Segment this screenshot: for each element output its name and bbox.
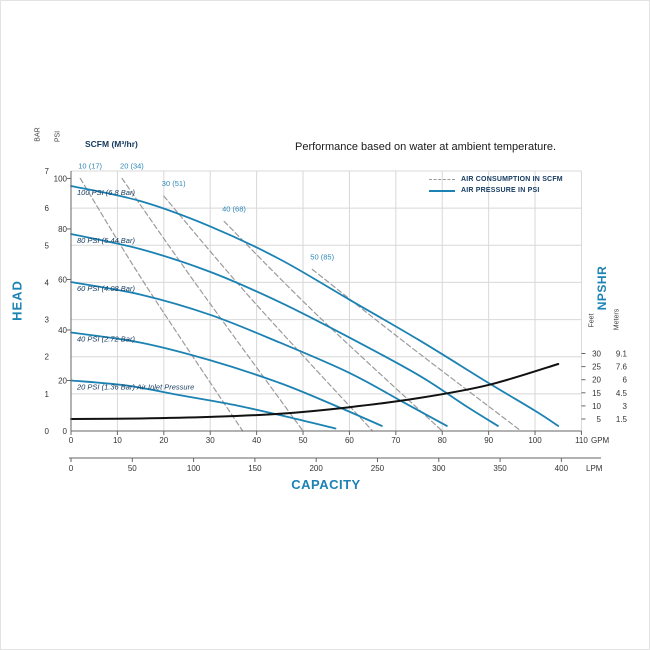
lpm-tick-label: 0 (69, 464, 74, 473)
feet-tick-label: 25 (592, 363, 601, 372)
consumption-curve (311, 268, 522, 432)
feet-tick-label: 20 (592, 376, 601, 385)
gpm-tick-label: 20 (159, 436, 168, 445)
consumption-curve (121, 177, 304, 432)
consumption-curve-label: 10 (17) (78, 161, 102, 170)
psi-tick-label: 80 (58, 225, 67, 234)
lpm-unit-label: LPM (586, 464, 603, 473)
bar-tick-label: 4 (45, 278, 50, 287)
gpm-tick-label: 70 (391, 436, 400, 445)
feet-axis-label: Feet (588, 313, 596, 328)
feet-tick-label: 15 (592, 389, 601, 398)
meters-tick-label: 7.6 (616, 363, 628, 372)
consumption-curve-label: 30 (51) (162, 179, 186, 188)
gpm-tick-label: 100 (528, 436, 542, 445)
bar-tick-label: 5 (45, 241, 50, 250)
psi-tick-label: 40 (58, 326, 67, 335)
legend-row-air-consumption: AIR CONSUMPTION IN SCFM (429, 176, 563, 183)
bar-tick-label: 2 (45, 353, 50, 362)
pressure-curve (70, 379, 337, 430)
lpm-tick-label: 400 (555, 464, 569, 473)
gpm-unit-label: GPM (591, 436, 610, 445)
psi-tick-label: 0 (63, 427, 68, 436)
legend-air-consumption-label: AIR CONSUMPTION IN SCFM (461, 176, 563, 183)
consumption-curve (223, 220, 443, 432)
bar-tick-label: 3 (45, 316, 50, 325)
gpm-tick-label: 40 (252, 436, 261, 445)
lpm-tick-label: 250 (371, 464, 385, 473)
consumption-curve (163, 195, 374, 432)
gpm-tick-label: 50 (299, 436, 308, 445)
pressure-curve-label: 80 PSI (5.44 Bar) (77, 236, 135, 245)
gpm-tick-label: 90 (484, 436, 493, 445)
bar-tick-label: 0 (45, 427, 50, 436)
gpm-tick-label: 30 (206, 436, 215, 445)
feet-tick-label: 10 (592, 402, 601, 411)
gpm-tick-label: 110 (575, 436, 588, 445)
psi-tick-label: 100 (54, 174, 68, 183)
meters-tick-label: 9.1 (616, 350, 628, 359)
consumption-curve (79, 177, 244, 432)
psi-tick-label: 20 (58, 376, 67, 385)
pressure-curve (70, 185, 560, 427)
gpm-tick-label: 0 (69, 436, 74, 445)
npshr-axis-title: NPSHR (595, 265, 609, 311)
gpm-tick-label: 60 (345, 436, 354, 445)
meters-axis-label: Meters (613, 308, 621, 331)
bar-tick-label: 6 (45, 204, 50, 213)
head-axis-title: HEAD (9, 280, 25, 321)
pressure-curve (70, 331, 383, 427)
meters-tick-label: 3 (623, 402, 628, 411)
gpm-tick-label: 80 (438, 436, 447, 445)
legend: AIR CONSUMPTION IN SCFM AIR PRESSURE IN … (429, 176, 563, 198)
lpm-tick-label: 350 (493, 464, 507, 473)
chart-title: Performance based on water at ambient te… (295, 141, 557, 153)
legend-row-air-pressure: AIR PRESSURE IN PSI (429, 187, 563, 194)
lpm-tick-label: 200 (309, 464, 323, 473)
pressure-curve (70, 233, 499, 427)
bar-tick-label: 7 (45, 167, 50, 176)
lpm-tick-label: 150 (248, 464, 262, 473)
npshr-curve (70, 362, 560, 420)
meters-tick-label: 1.5 (616, 415, 628, 424)
psi-tick-label: 60 (58, 275, 67, 284)
gpm-tick-label: 10 (113, 436, 122, 445)
pressure-curve-label: 40 PSI (2.72 Bar) (77, 334, 135, 343)
lpm-tick-label: 100 (187, 464, 201, 473)
lpm-tick-label: 50 (128, 464, 137, 473)
feet-tick-label: 30 (592, 350, 601, 359)
pressure-curve (70, 281, 448, 427)
consumption-curve-label: 20 (34) (120, 161, 144, 170)
bar-axis-label: BAR (34, 127, 42, 142)
meters-tick-label: 6 (623, 376, 628, 385)
meters-tick-label: 4.5 (616, 389, 628, 398)
pressure-curve-label: 60 PSI (4.08 Bar) (77, 284, 135, 293)
dashed-line-sample-icon (429, 179, 455, 180)
bar-tick-label: 1 (45, 390, 50, 399)
consumption-curve-label: 40 (68) (222, 204, 246, 213)
solid-line-sample-icon (429, 189, 455, 192)
pressure-curve-label: 100 PSI (6.8 Bar) (77, 188, 135, 197)
feet-tick-label: 5 (597, 415, 602, 424)
pressure-curve-label: 20 PSI (1.36 Bar) Air Inlet Pressure (76, 382, 194, 391)
scfm-axis-label: SCFM (M³/hr) (85, 139, 138, 149)
capacity-axis-title: CAPACITY (291, 477, 361, 492)
lpm-tick-label: 300 (432, 464, 446, 473)
consumption-curve-label: 50 (85) (310, 252, 334, 261)
psi-axis-label: PSI (54, 130, 62, 143)
legend-air-pressure-label: AIR PRESSURE IN PSI (461, 187, 540, 194)
